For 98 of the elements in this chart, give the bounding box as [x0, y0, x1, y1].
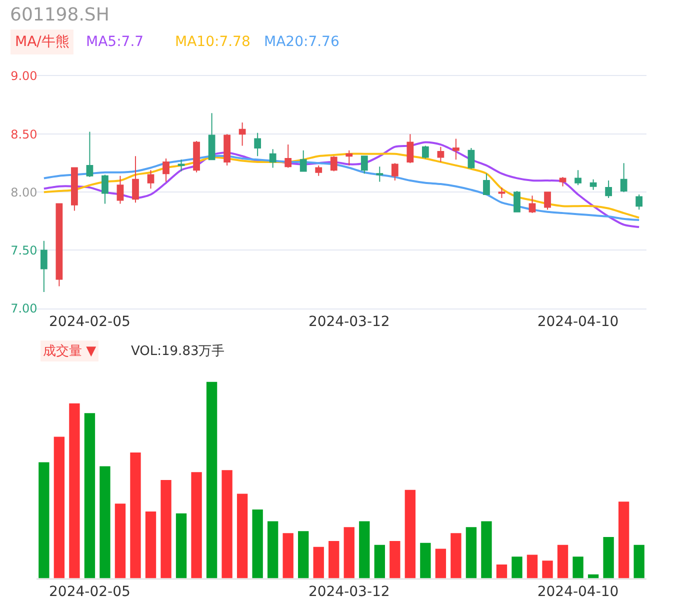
bar — [252, 509, 263, 578]
text: VOL:19.83万手 — [131, 344, 225, 359]
bar — [618, 502, 630, 578]
text: MA/牛熊 — [15, 34, 70, 50]
candlestick — [102, 174, 108, 204]
y-tick-label: 7.00 — [10, 302, 38, 316]
bar — [328, 540, 340, 578]
bar — [466, 527, 477, 578]
bar — [176, 513, 187, 578]
bar — [512, 556, 522, 578]
candlestick — [56, 203, 63, 287]
bar — [206, 382, 218, 578]
text: MA10:7.78 — [175, 34, 250, 50]
chart-title: 601198.SH — [10, 4, 110, 26]
bar — [145, 511, 156, 578]
candlestick — [330, 156, 338, 172]
candlestick — [284, 144, 292, 168]
y-tick-label: 8.00 — [10, 185, 38, 200]
candlestick — [208, 112, 216, 160]
bar — [282, 533, 294, 578]
bar — [236, 494, 248, 578]
candlestick — [574, 170, 582, 186]
candlestick — [590, 178, 597, 190]
x-tick-label: 2024-02-05 — [49, 584, 130, 600]
text: 成交量 ▼ — [43, 343, 96, 359]
bar — [450, 533, 462, 578]
bar — [222, 470, 232, 578]
candlestick — [514, 190, 520, 212]
candlestick — [391, 162, 398, 182]
candlestick — [559, 176, 566, 187]
candlestick — [360, 156, 368, 174]
candlestick — [346, 150, 353, 166]
y-tick-label: 8.50 — [10, 127, 38, 142]
bar — [69, 403, 80, 578]
bar — [160, 480, 172, 578]
y-tick-label: 9.00 — [10, 69, 38, 84]
bar — [572, 556, 584, 578]
bar — [634, 544, 644, 578]
candlestick — [238, 122, 246, 146]
candlestick — [483, 173, 490, 195]
candlestick — [178, 159, 185, 172]
text: MA20:7.76 — [264, 34, 340, 50]
bar — [603, 537, 614, 578]
candlestick — [315, 164, 322, 176]
candlestick — [468, 148, 475, 170]
candlestick — [620, 162, 628, 193]
x-tick-label: 2024-03-12 — [308, 314, 390, 330]
bar — [114, 504, 126, 578]
bar — [526, 554, 538, 578]
x-tick-label: 2024-04-10 — [537, 584, 619, 600]
bar — [542, 560, 553, 578]
candlestick — [636, 194, 643, 210]
x-tick-label: 2024-03-12 — [308, 584, 390, 600]
x-tick-label: 2024-04-10 — [537, 314, 619, 330]
candlestick — [422, 145, 429, 159]
candlestick — [406, 134, 414, 164]
candlestick — [300, 150, 307, 172]
bar — [313, 546, 324, 578]
y-tick-label: 7.50 — [10, 243, 38, 258]
candlestick — [193, 140, 200, 173]
bar — [496, 564, 508, 578]
bar — [374, 544, 385, 578]
candlestick — [40, 240, 48, 293]
bar — [191, 472, 202, 578]
candlestick — [147, 170, 154, 190]
candlestick — [162, 158, 170, 182]
candlestick — [605, 180, 612, 198]
candlestick — [269, 148, 276, 168]
bar — [404, 490, 416, 578]
bar — [100, 466, 110, 578]
line-series — [42, 141, 640, 228]
bar — [38, 462, 50, 578]
candlestick — [71, 167, 78, 212]
candlestick — [528, 195, 536, 214]
bar — [481, 521, 492, 578]
candlestick — [254, 132, 262, 157]
bar — [344, 527, 354, 578]
candlestick — [452, 138, 460, 160]
candlestick — [437, 146, 444, 162]
bar — [359, 521, 370, 578]
candlestick — [132, 156, 139, 204]
bar — [557, 544, 568, 578]
bar — [54, 436, 65, 578]
bar — [390, 540, 400, 578]
candlestick — [544, 192, 551, 210]
bar — [420, 542, 431, 578]
bar — [267, 521, 278, 578]
bar — [435, 548, 446, 578]
candlestick — [86, 131, 94, 178]
bar — [84, 413, 96, 578]
candlestick — [498, 187, 506, 198]
candlestick — [224, 134, 230, 166]
bar — [298, 531, 309, 578]
text: MA5:7.7 — [86, 34, 144, 50]
candlestick — [376, 166, 384, 182]
candlestick — [116, 175, 124, 204]
x-tick-label: 2024-02-05 — [49, 314, 130, 330]
bar — [130, 452, 141, 578]
